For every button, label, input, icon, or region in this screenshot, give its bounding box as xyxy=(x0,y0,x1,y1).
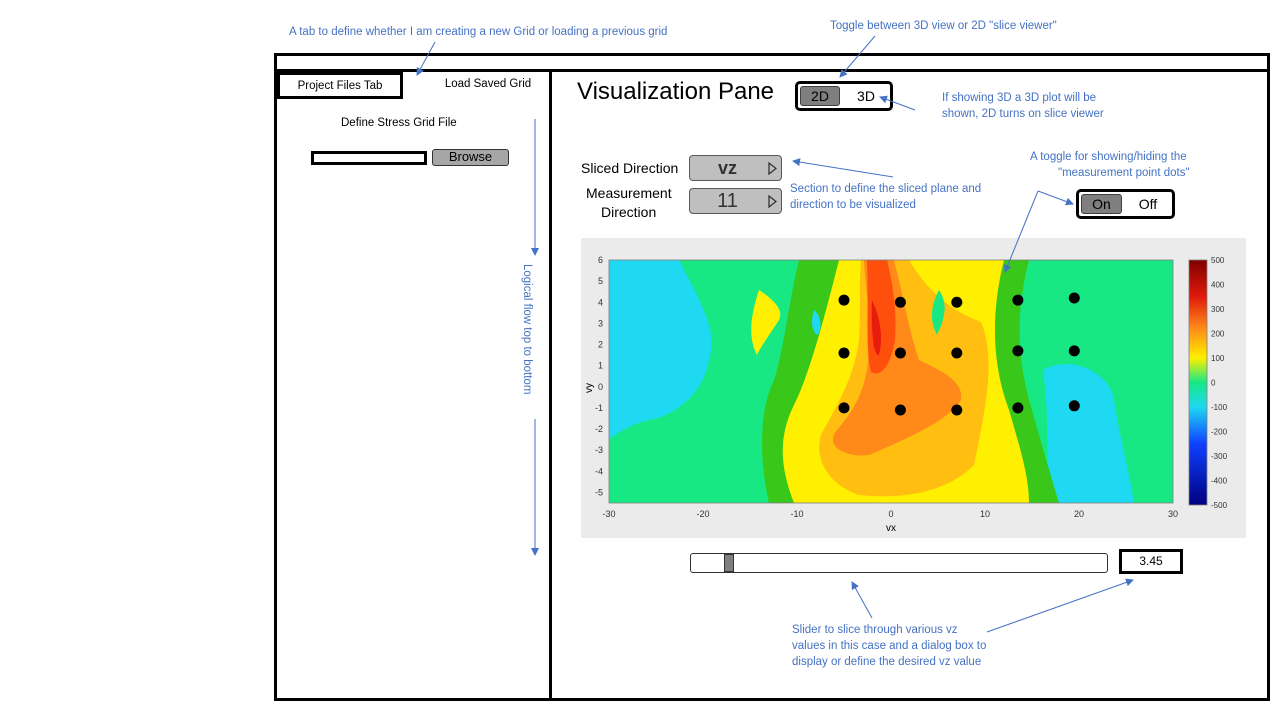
define-stress-grid-label: Define Stress Grid File xyxy=(341,117,457,129)
dots-annotation-line2: "measurement point dots" xyxy=(1058,167,1190,179)
slice-annotation-line2: direction to be visualized xyxy=(790,199,916,211)
dropdown-arrow-icon xyxy=(768,162,777,175)
colorbar xyxy=(1188,259,1208,506)
dots-on-option[interactable]: On xyxy=(1081,194,1122,214)
y-tick-label: 1 xyxy=(598,361,603,371)
browse-button[interactable]: Browse xyxy=(432,149,509,166)
dots-annotation-line1: A toggle for showing/hiding the xyxy=(1030,151,1187,163)
x-tick-label: -30 xyxy=(602,509,615,519)
vz-slider-thumb[interactable] xyxy=(724,554,735,572)
tab-load-saved-grid[interactable]: Load Saved Grid xyxy=(444,78,532,90)
x-axis-label: vx xyxy=(886,523,896,534)
measurement-point-dot xyxy=(1012,345,1024,357)
y-tick-label: 3 xyxy=(598,318,603,328)
measurement-direction-value: 11 xyxy=(717,190,738,212)
dots-off-option[interactable]: Off xyxy=(1138,196,1158,212)
title-bar-divider xyxy=(274,69,1270,72)
measurement-point-dot xyxy=(1012,294,1024,306)
measurement-points xyxy=(838,292,1080,416)
slice-annotation-line1: Section to define the sliced plane and xyxy=(790,183,982,195)
x-tick-label: -10 xyxy=(790,509,803,519)
y-tick-label: -2 xyxy=(595,424,603,434)
visualization-pane-title: Visualization Pane xyxy=(577,78,775,105)
colorbar-tick-label: -300 xyxy=(1211,452,1228,461)
plot-axes-box xyxy=(608,259,1174,504)
colorbar-tick-label: -400 xyxy=(1211,477,1228,486)
y-tick-label: -4 xyxy=(595,466,603,476)
measurement-direction-dropdown[interactable]: 11 xyxy=(689,188,782,214)
measurement-point-dot xyxy=(1068,292,1080,304)
x-tick-labels: -30 -20 -10 0 10 20 30 xyxy=(602,509,1178,519)
colorbar-tick-label: 100 xyxy=(1211,354,1225,363)
measurement-point-dot xyxy=(1068,345,1080,357)
panel-divider xyxy=(549,69,552,701)
y-tick-labels: 6 5 4 3 2 1 0 -1 -2 -3 -4 -5 xyxy=(595,255,603,497)
logical-flow-annotation: Logical flow top to bottom xyxy=(521,264,533,395)
x-tick-label: 30 xyxy=(1168,509,1178,519)
measurement-point-dot xyxy=(894,347,906,359)
colorbar-tick-label: 300 xyxy=(1211,305,1225,314)
colorbar-tick-label: -500 xyxy=(1211,501,1228,510)
view-2d-option[interactable]: 2D xyxy=(800,86,840,106)
vz-slider-track[interactable] xyxy=(690,553,1108,573)
sliced-direction-value: vz xyxy=(717,158,737,178)
dropdown-arrow-icon xyxy=(768,195,777,208)
view-3d-option[interactable]: 3D xyxy=(857,88,875,104)
sliced-direction-label: Sliced Direction xyxy=(581,160,679,176)
measurement-point-dot xyxy=(838,294,850,306)
measurement-point-dot xyxy=(1068,400,1080,412)
sliced-direction-dropdown[interactable]: vz xyxy=(689,155,782,181)
view-toggle-annotation: Toggle between 3D view or 2D "slice view… xyxy=(830,20,1057,32)
y-tick-label: -3 xyxy=(595,445,603,455)
y-tick-label: 2 xyxy=(598,340,603,350)
measurement-direction-label-line1: Measurement xyxy=(586,185,672,201)
view-annotation-line1: If showing 3D a 3D plot will be xyxy=(942,92,1097,104)
y-tick-label: -1 xyxy=(595,403,603,413)
y-tick-label: 5 xyxy=(598,276,603,286)
measurement-point-dot xyxy=(838,402,850,414)
x-tick-label: -20 xyxy=(696,509,709,519)
slider-annotation-line2: values in this case and a dialog box to xyxy=(792,640,987,652)
slider-annotation-line1: Slider to slice through various vz xyxy=(792,624,958,636)
x-tick-label: 10 xyxy=(980,509,990,519)
colorbar-tick-label: 200 xyxy=(1211,330,1225,339)
contour-fill xyxy=(609,260,1173,503)
measurement-point-dot xyxy=(894,296,906,308)
tab-project-files[interactable]: Project Files Tab xyxy=(277,72,403,99)
y-tick-label: 4 xyxy=(598,297,603,307)
x-tick-label: 0 xyxy=(888,509,893,519)
measurement-point-dot xyxy=(838,347,850,359)
file-path-input[interactable] xyxy=(311,151,427,165)
y-tick-label: -5 xyxy=(595,487,603,497)
measurement-point-dot xyxy=(951,404,963,416)
vz-value-box[interactable]: 3.45 xyxy=(1119,549,1183,574)
y-tick-label: 6 xyxy=(598,255,603,265)
colorbar-tick-label: 0 xyxy=(1211,379,1216,388)
tab-annotation: A tab to define whether I am creating a … xyxy=(289,26,668,38)
colorbar-tick-label: -200 xyxy=(1211,428,1228,437)
y-tick-label: 0 xyxy=(598,382,603,392)
measurement-point-dot xyxy=(951,347,963,359)
colorbar-tick-label: 400 xyxy=(1211,281,1225,290)
x-tick-label: 20 xyxy=(1074,509,1084,519)
window-frame xyxy=(274,53,1270,701)
measurement-point-dot xyxy=(1012,402,1024,414)
view-toggle[interactable]: 2D 3D xyxy=(795,81,893,111)
y-axis-label: vy xyxy=(584,383,595,393)
measurement-point-dot xyxy=(894,404,906,416)
colorbar-tick-labels: 500 400 300 200 100 0 -100 -200 -300 -400 -500 xyxy=(1211,256,1228,510)
colorbar-tick-label: -100 xyxy=(1211,403,1228,412)
view-annotation-line2: shown, 2D turns on slice viewer xyxy=(942,108,1104,120)
measurement-point-dot xyxy=(951,296,963,308)
measurement-direction-label-line2: Direction xyxy=(601,204,657,220)
dots-toggle[interactable]: On Off xyxy=(1076,189,1175,219)
colorbar-tick-label: 500 xyxy=(1211,256,1225,265)
slider-annotation-line3: display or define the desired vz value xyxy=(792,656,982,668)
